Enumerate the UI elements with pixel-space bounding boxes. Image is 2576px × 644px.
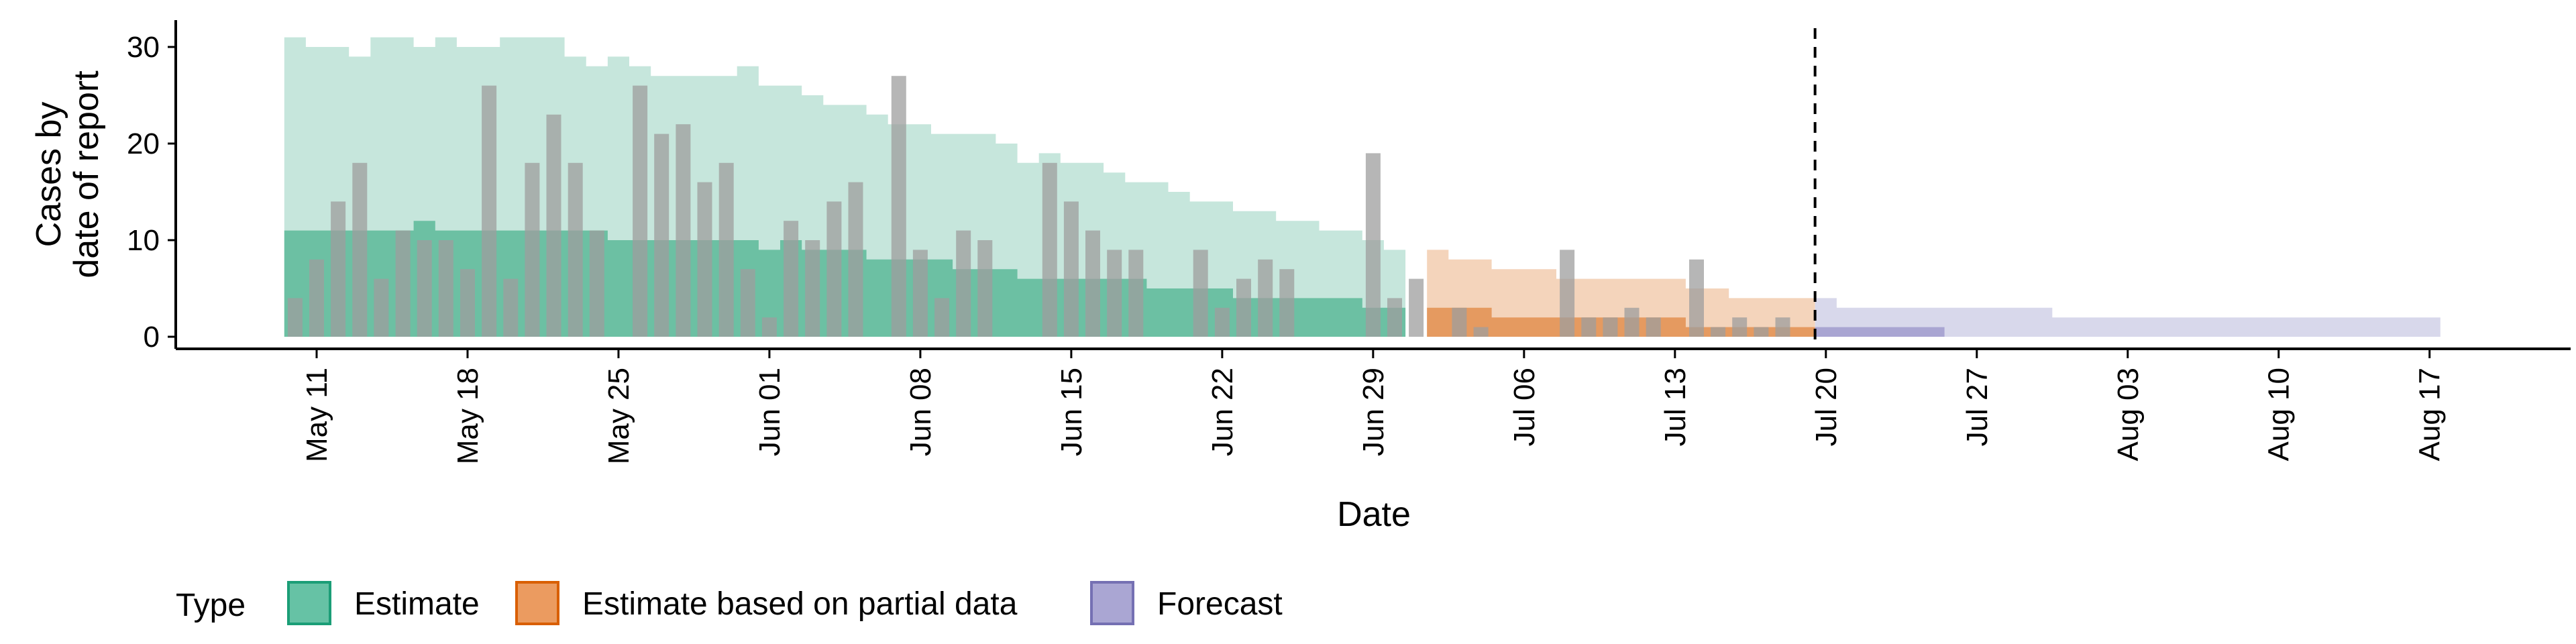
y-axis-title-line-2: date of report: [67, 70, 106, 278]
case-bar: [1409, 278, 1424, 337]
x-tick-label: May 25: [602, 368, 635, 464]
case-bar: [1063, 201, 1079, 337]
case-bar: [1711, 327, 1726, 337]
case-bar: [374, 278, 389, 337]
case-bar: [676, 124, 691, 337]
case-bar: [1624, 307, 1640, 337]
case-bar: [331, 201, 346, 337]
case-bar: [1214, 307, 1230, 337]
legend-swatch: [515, 581, 559, 625]
case-bar: [1452, 307, 1467, 337]
case-bar: [848, 182, 863, 337]
x-tick-label: Jun 22: [1206, 368, 1239, 456]
case-bar: [697, 182, 712, 337]
legend-label: Estimate: [354, 586, 480, 622]
case-bar: [1560, 250, 1575, 337]
x-tick-label: May 18: [451, 368, 484, 464]
x-tick-label: Jul 13: [1659, 368, 1692, 446]
case-bar: [761, 317, 777, 337]
case-bar: [503, 278, 519, 337]
legend-swatch: [1090, 581, 1134, 625]
legend-swatch: [287, 581, 331, 625]
y-tick-label: 10: [127, 224, 160, 257]
case-bar: [1646, 317, 1661, 337]
y-tick-label: 20: [127, 127, 160, 160]
x-tick-label: Jul 27: [1961, 368, 1994, 446]
case-bar: [805, 240, 820, 337]
case-bar: [740, 269, 755, 337]
legend-label: Forecast: [1157, 586, 1283, 622]
case-bar: [1365, 153, 1381, 337]
legend-label: Estimate based on partial data: [582, 586, 1018, 622]
x-tick-label: Aug 17: [2414, 368, 2447, 461]
case-bar: [956, 230, 971, 337]
case-bar: [654, 133, 669, 337]
case-bar: [1236, 278, 1251, 337]
case-bar: [1107, 250, 1122, 337]
case-bar: [912, 250, 928, 337]
case-bar: [546, 114, 561, 337]
case-bar: [1128, 250, 1144, 337]
case-bar: [1279, 269, 1295, 337]
legend-title: Type: [176, 588, 246, 623]
forecast-inner-ribbon: [1815, 327, 2440, 337]
y-tick-label: 30: [127, 31, 160, 64]
case-bar: [589, 230, 604, 337]
case-bar: [1258, 259, 1273, 337]
case-bar: [309, 259, 324, 337]
y-axis-title-line-1: Cases by: [30, 102, 68, 248]
case-bar: [1754, 327, 1769, 337]
case-bar: [568, 162, 583, 337]
case-bar: [1387, 298, 1402, 337]
legend: Type Estimate Estimate based on partial d…: [176, 581, 1283, 625]
case-bar: [1085, 230, 1100, 337]
x-tick-label: Jul 20: [1810, 368, 1843, 446]
x-tick-label: Jul 06: [1508, 368, 1541, 446]
case-bar: [934, 298, 950, 337]
forecast-outer-ribbon: [1815, 298, 2440, 337]
case-bar: [438, 240, 453, 337]
case-bar: [1732, 317, 1748, 337]
case-bar-layer: [287, 76, 1790, 337]
case-bar: [826, 201, 842, 337]
case-bar: [460, 269, 475, 337]
case-bar: [891, 76, 906, 337]
case-bar: [417, 240, 432, 337]
case-bar: [395, 230, 411, 337]
x-tick-label: Aug 03: [2112, 368, 2145, 461]
case-bar: [633, 85, 648, 337]
x-tick-label: Jun 15: [1055, 368, 1088, 456]
x-tick-label: Jun 08: [904, 368, 937, 456]
case-bar: [482, 85, 497, 337]
estimate-inner-ribbon: [284, 221, 1406, 337]
x-tick-label: Jun 01: [753, 368, 786, 456]
case-bar: [1689, 259, 1704, 337]
axes-layer: 0 10 20 30 May 11 May 18 May 25 Jun 01 Jun 08 Jun…: [127, 20, 2571, 464]
x-axis-title: Date: [1337, 495, 1411, 534]
partial-estimate-outer-ribbon: [1427, 250, 1815, 337]
case-bar: [1775, 317, 1790, 337]
x-tick-label: Jun 29: [1357, 368, 1390, 456]
case-bar: [1473, 327, 1489, 337]
case-bar: [1042, 162, 1057, 337]
case-bar: [1581, 317, 1597, 337]
x-tick-label: Aug 10: [2263, 368, 2296, 461]
case-bar: [784, 221, 799, 337]
y-tick-label: 0: [144, 321, 160, 354]
case-bar: [718, 162, 734, 337]
ribbon-layer: [284, 37, 2440, 337]
case-bar: [1193, 250, 1208, 337]
case-bar: [525, 162, 540, 337]
case-bar: [1603, 317, 1618, 337]
x-tick-label: May 11: [301, 368, 333, 462]
case-bar: [287, 298, 303, 337]
case-bar: [352, 162, 368, 337]
case-bar: [977, 240, 993, 337]
